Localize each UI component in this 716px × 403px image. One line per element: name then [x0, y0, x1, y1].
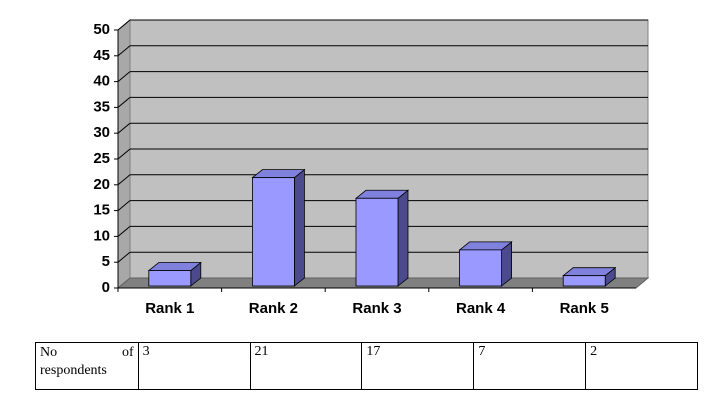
- grid-line: [117, 226, 131, 237]
- x-tick-label: Rank 3: [352, 300, 401, 317]
- x-tick-label: Rank 2: [249, 300, 298, 317]
- y-tick-label: 5: [102, 253, 110, 270]
- y-tick-label: 20: [93, 176, 110, 193]
- table-cell: 21: [249, 342, 363, 390]
- bar-side: [293, 168, 305, 287]
- x-tick-label: Rank 1: [145, 300, 194, 317]
- table-cell: 3: [137, 342, 251, 390]
- x-tick-label: Rank 5: [560, 300, 609, 317]
- y-tick-label: 25: [93, 150, 110, 167]
- grid-line: [117, 19, 131, 31]
- bar-side: [397, 189, 409, 287]
- y-tick-label: 0: [102, 279, 110, 296]
- table-cell: 7: [473, 342, 587, 390]
- grid-line: [117, 45, 131, 57]
- grid-line: [117, 251, 131, 263]
- x-tick-label: Rank 4: [456, 300, 506, 317]
- bar: [459, 249, 503, 287]
- data-table: No of respondents 3 21 17 7 2: [35, 342, 698, 390]
- y-tick-label: 45: [93, 47, 110, 64]
- y-tick-label: 40: [93, 73, 110, 90]
- grid-line: [117, 71, 131, 82]
- y-tick-label: 30: [93, 124, 110, 141]
- grid-line: [117, 97, 131, 108]
- grid-line: [117, 200, 131, 211]
- bar: [251, 177, 295, 287]
- bar: [355, 197, 399, 287]
- grid-line: [117, 122, 131, 134]
- y-tick-label: 15: [93, 202, 110, 219]
- row-label: No of respondents: [35, 342, 139, 390]
- chart: 0 5 10 15 20 25 30 35 40 45 50 Rank 1 Rank 2 Rank 3 Ra…: [93, 18, 650, 317]
- bar: [562, 275, 606, 287]
- table-cell: 17: [361, 342, 475, 390]
- y-tick-label: 50: [93, 21, 110, 38]
- y-tick-label: 35: [93, 98, 110, 115]
- table-row: No of respondents 3 21 17 7 2: [35, 342, 698, 390]
- bar: [148, 270, 192, 287]
- table-cell: 2: [585, 342, 698, 390]
- y-tick-label: 10: [93, 227, 110, 244]
- grid-line: [117, 174, 131, 186]
- grid-line: [117, 148, 131, 160]
